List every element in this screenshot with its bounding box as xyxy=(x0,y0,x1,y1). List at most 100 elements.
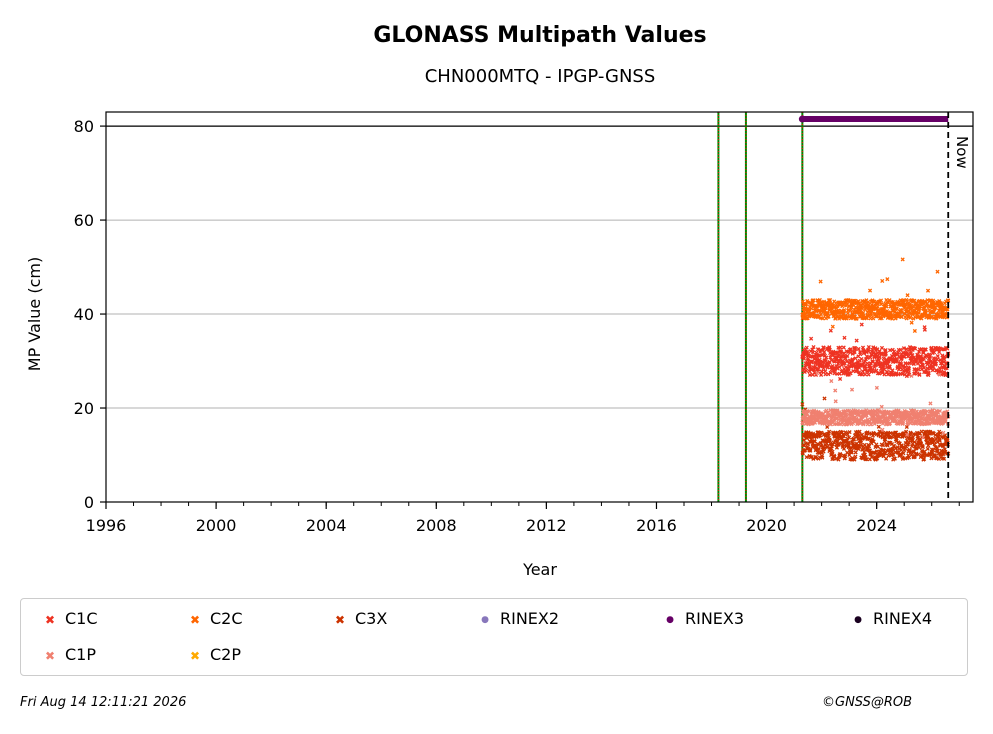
chart-title: GLONASS Multipath Values xyxy=(373,23,706,48)
series-point-c2c xyxy=(801,309,807,314)
series-point-c3x xyxy=(942,447,947,452)
series-point-c3x xyxy=(919,429,924,434)
series-point-c1c xyxy=(859,322,864,327)
series-point-c1c xyxy=(825,365,830,370)
series-point-c3x xyxy=(937,438,942,443)
series-point-c1c xyxy=(933,361,939,366)
series-point-c1c xyxy=(866,349,871,354)
series-point-c1c xyxy=(874,368,879,373)
series-point-c3x xyxy=(809,437,814,442)
series-point-c3x xyxy=(818,433,823,438)
series-point-c1c xyxy=(841,345,846,350)
series-point-c3x xyxy=(846,441,851,446)
series-point-c1c xyxy=(898,347,903,352)
legend-label: C2C xyxy=(210,609,243,628)
legend-marker-c2p: ✖ xyxy=(189,648,201,663)
series-point-c1c xyxy=(848,347,853,352)
series-point-c1c xyxy=(913,346,918,351)
y-tick-label: 20 xyxy=(74,399,94,418)
series-point-c3x xyxy=(892,443,897,449)
series-point-c1p xyxy=(849,387,855,392)
series-point-c1p xyxy=(928,401,933,406)
series-point-c3x xyxy=(925,446,930,451)
series-point-c1c xyxy=(814,350,819,355)
series-point-c1p xyxy=(909,373,914,378)
series-point-c1c xyxy=(810,347,815,352)
series-point-c3x xyxy=(869,455,874,460)
series-c1p xyxy=(800,371,951,440)
series-point-c3x xyxy=(822,446,827,451)
legend-marker-c2c: ✖ xyxy=(189,612,201,627)
series-point-c3x xyxy=(898,452,904,457)
series-point-c2c xyxy=(884,304,889,309)
legend-label: RINEX4 xyxy=(873,609,933,628)
series-point-c1c xyxy=(896,350,901,355)
series-point-c1c xyxy=(937,365,942,371)
series-point-c2c xyxy=(890,316,895,321)
series-point-c3x xyxy=(938,443,943,448)
series-point-c1c xyxy=(801,356,807,361)
series-point-c1c xyxy=(906,366,912,371)
series-point-c2c xyxy=(878,298,884,303)
series-point-c3x xyxy=(908,431,913,436)
series-point-c3x xyxy=(824,441,829,446)
series-point-c1c xyxy=(828,328,833,333)
series-point-c1c xyxy=(910,353,915,358)
series-point-c2c xyxy=(935,269,940,274)
series-point-c1c xyxy=(871,369,876,374)
y-tick-label: 40 xyxy=(74,305,94,324)
legend-label: C2P xyxy=(210,645,241,664)
series-point-c1c xyxy=(828,370,833,375)
chart-subtitle: CHN000MTQ - IPGP-GNSS xyxy=(425,66,656,87)
series-point-c1p xyxy=(822,421,827,426)
series-point-c1c xyxy=(839,349,844,354)
series-point-c1c xyxy=(811,350,816,355)
series-point-c2c xyxy=(925,288,931,293)
series-point-c2c xyxy=(919,316,924,321)
series-point-c3x xyxy=(847,430,852,435)
series-point-c3x xyxy=(801,438,807,443)
series-point-c3x xyxy=(825,424,830,430)
series-point-c1c xyxy=(907,372,912,377)
series-point-c2c xyxy=(924,308,929,313)
series-point-c3x xyxy=(808,448,813,453)
legend-item-c3x: ✖ C3X xyxy=(331,609,387,630)
series-point-c3x xyxy=(841,446,847,451)
series-point-c1c xyxy=(853,345,858,351)
series-point-c1c xyxy=(877,358,882,363)
series-point-c2c xyxy=(880,278,885,283)
series-point-c1p xyxy=(931,416,936,421)
legend-marker-c1c: ✖ xyxy=(44,612,56,627)
series-point-c1p xyxy=(923,412,928,417)
x-tick-label: 1996 xyxy=(86,516,127,535)
series-point-c3x xyxy=(914,446,919,451)
series-point-c3x xyxy=(862,442,867,447)
series-point-c3x xyxy=(907,448,913,453)
series-point-c1c xyxy=(922,327,927,332)
series-point-c1c xyxy=(890,368,895,373)
x-axis-label: Year xyxy=(522,560,557,579)
legend-item-c2c: ✖ C2C xyxy=(186,609,243,630)
series-point-c3x xyxy=(874,449,879,454)
series-point-c3x xyxy=(872,450,877,455)
series-point-c1p xyxy=(879,404,884,409)
series-point-c1p xyxy=(886,410,891,415)
series-point-c3x xyxy=(880,443,886,448)
series-point-c1p xyxy=(829,379,834,384)
series-point-c1p xyxy=(833,399,838,404)
series-point-c1c xyxy=(829,358,834,363)
series-point-c1c xyxy=(804,368,809,373)
series-c2c xyxy=(800,257,951,334)
series-point-c1p xyxy=(880,427,885,432)
legend-item-rinex2: ● RINEX2 xyxy=(476,609,559,630)
series-point-c1c xyxy=(879,351,884,356)
series-point-c1c xyxy=(816,367,821,372)
series-point-c3x xyxy=(820,455,825,460)
series-point-c1c xyxy=(941,359,946,365)
series-point-c2c xyxy=(871,316,876,321)
series-point-c1c xyxy=(942,370,947,375)
series-point-c1c xyxy=(803,365,808,370)
series-point-c1p xyxy=(833,388,838,393)
series-point-c1c xyxy=(821,345,826,350)
series-point-c3x xyxy=(853,450,858,455)
